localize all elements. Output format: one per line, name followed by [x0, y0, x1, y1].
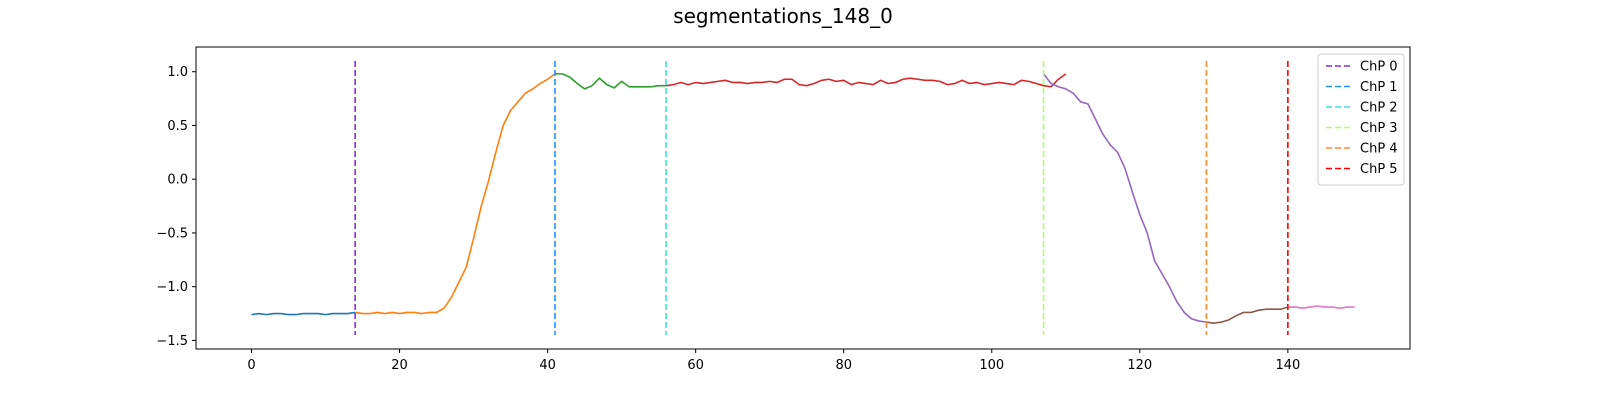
y-tick-label: −1.5: [156, 334, 188, 349]
x-tick-label: 60: [687, 358, 704, 373]
y-tick-label: −1.0: [156, 280, 188, 295]
series-line-segment-3: [665, 73, 1067, 88]
x-tick-label: 80: [835, 358, 852, 373]
series-line-segment-4: [1042, 73, 1207, 323]
x-tick-label: 100: [979, 358, 1004, 373]
x-tick-label: 20: [391, 358, 408, 373]
legend-label: ChP 4: [1360, 142, 1398, 157]
y-tick-label: 1.0: [167, 65, 188, 80]
series-line-segment-1: [355, 73, 556, 315]
legend-label: ChP 0: [1360, 60, 1398, 75]
legend-label: ChP 1: [1360, 80, 1398, 95]
series-line-segment-6: [1287, 305, 1355, 309]
axes-frame: [195, 46, 1411, 350]
legend-label: ChP 2: [1360, 101, 1398, 116]
legend-label: ChP 5: [1360, 162, 1398, 177]
plot-area: [251, 60, 1355, 336]
y-tick-label: −0.5: [156, 226, 188, 241]
series-line-segment-2: [555, 73, 667, 90]
chart-title: segmentations_148_0: [673, 4, 893, 28]
y-tick-label: 0.0: [167, 173, 188, 188]
y-tick-label: 0.5: [167, 119, 188, 134]
series-line-segment-0: [251, 311, 356, 316]
x-tick-label: 0: [247, 358, 255, 373]
legend-label: ChP 3: [1360, 121, 1398, 136]
legend: ChP 0 ChP 1 ChP 2 ChP 3 ChP 4 ChP 5: [1317, 53, 1405, 186]
series-line-segment-5: [1206, 306, 1289, 325]
x-tick-label: 120: [1127, 358, 1152, 373]
x-tick-label: 140: [1275, 358, 1300, 373]
x-tick-label: 40: [539, 358, 556, 373]
axes: 0 20 40 60 80 100 120 140 1.0 0.5 0.0 −0.5 −1.0 −1.5: [156, 46, 1411, 373]
